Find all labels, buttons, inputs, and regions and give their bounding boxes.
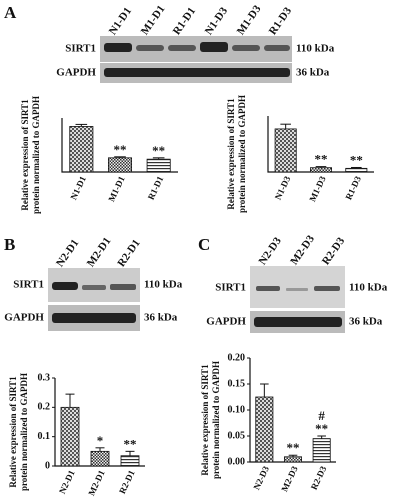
y-axis-label: protein normalized to GAPDH <box>211 361 221 479</box>
lane-label: N2-D3 <box>257 235 285 267</box>
bar <box>120 455 140 467</box>
bar <box>312 438 331 463</box>
bar <box>60 406 80 467</box>
y-tick-label: 0.05 <box>228 430 246 441</box>
y-axis-label: Relative expression of SIRT1 <box>200 364 210 476</box>
significance: ** <box>114 142 127 157</box>
y-axis-label: protein normalized to GAPDH <box>237 95 247 213</box>
size-label: 110 kDa <box>144 279 183 291</box>
y-axis-label: Relative expression of SIRT1 <box>8 376 18 488</box>
bands <box>254 286 342 327</box>
x-tick-label: M1-D3 <box>307 174 328 203</box>
significance: ** <box>287 440 300 455</box>
x-tick-label: N2-D1 <box>57 468 77 495</box>
lane-label: M2-D3 <box>288 233 317 267</box>
lane-label: R1-D1 <box>171 5 198 37</box>
significance: ** <box>152 143 165 158</box>
x-tick-label: M1-D1 <box>106 174 127 203</box>
size-label: 110 kDa <box>349 282 388 294</box>
lane-label: M2-D1 <box>85 235 114 269</box>
bar <box>108 157 133 173</box>
bar <box>309 167 332 173</box>
axes <box>267 116 374 173</box>
x-tick-label: R2-D3 <box>309 464 329 491</box>
significance: ** <box>350 152 363 167</box>
size-label: 36 kDa <box>144 312 178 324</box>
y-tick-label: 0 <box>45 460 50 471</box>
row-label: GAPDH <box>56 67 96 79</box>
x-tick-label: M2-D3 <box>279 464 300 493</box>
y-tick-label: 0.20 <box>228 352 246 363</box>
x-tick-label: N2-D3 <box>251 464 271 491</box>
bar <box>255 396 274 463</box>
panel-letter: C <box>198 235 210 254</box>
lane-label: R2-D3 <box>320 235 348 267</box>
y-axis-label: protein normalized to GAPDH <box>31 96 41 214</box>
row-label: SIRT1 <box>65 43 96 55</box>
bar <box>345 167 368 173</box>
significance: ** <box>315 152 328 167</box>
significance: ** <box>315 421 328 436</box>
y-tick-label: 0.00 <box>228 456 246 467</box>
y-axis-label: protein normalized to GAPDH <box>19 373 29 491</box>
y-tick-label: 0.1 <box>38 431 51 442</box>
significance: # <box>318 408 325 423</box>
size-label: 36 kDa <box>296 67 330 79</box>
row-label: GAPDH <box>4 312 44 324</box>
y-axis-label: Relative expression of SIRT1 <box>226 98 236 210</box>
row-label: SIRT1 <box>215 282 246 294</box>
lane-label: M1-D3 <box>235 3 264 37</box>
significance: * <box>97 433 104 448</box>
x-tick-label: R2-D1 <box>117 468 137 495</box>
lane-label: M1-D1 <box>139 3 168 37</box>
y-axis-label: Relative expression of SIRT1 <box>20 99 30 211</box>
x-tick-label: N1-D1 <box>68 174 88 201</box>
lane-label: R1-D3 <box>267 5 295 37</box>
row-label: GAPDH <box>206 316 246 328</box>
significance: ** <box>124 436 137 451</box>
bar <box>90 450 110 467</box>
x-tick-label: N1-D3 <box>273 174 293 201</box>
row-label: SIRT1 <box>13 279 44 291</box>
panel-letter: A <box>4 3 17 22</box>
bar <box>274 128 297 173</box>
bands <box>104 42 290 77</box>
size-label: 110 kDa <box>296 43 335 55</box>
lane-label: N1-D3 <box>203 5 231 37</box>
lane-label: R2-D1 <box>115 237 142 269</box>
x-tick-label: R1-D3 <box>343 174 363 201</box>
x-tick-label: M2-D1 <box>86 468 107 497</box>
bar <box>283 456 302 463</box>
y-tick-label: 0.10 <box>228 404 246 415</box>
lane-label: N1-D1 <box>107 5 134 37</box>
axes <box>61 118 178 173</box>
bar <box>146 158 171 173</box>
y-tick-label: 0.3 <box>38 372 51 383</box>
panel-letter: B <box>4 235 15 254</box>
lane-label: N2-D1 <box>54 237 81 269</box>
bar <box>69 126 94 173</box>
y-tick-label: 0.2 <box>38 402 51 413</box>
x-tick-label: R1-D1 <box>146 174 166 201</box>
y-tick-label: 0.15 <box>228 378 246 389</box>
size-label: 36 kDa <box>349 316 383 328</box>
bands <box>52 282 136 323</box>
